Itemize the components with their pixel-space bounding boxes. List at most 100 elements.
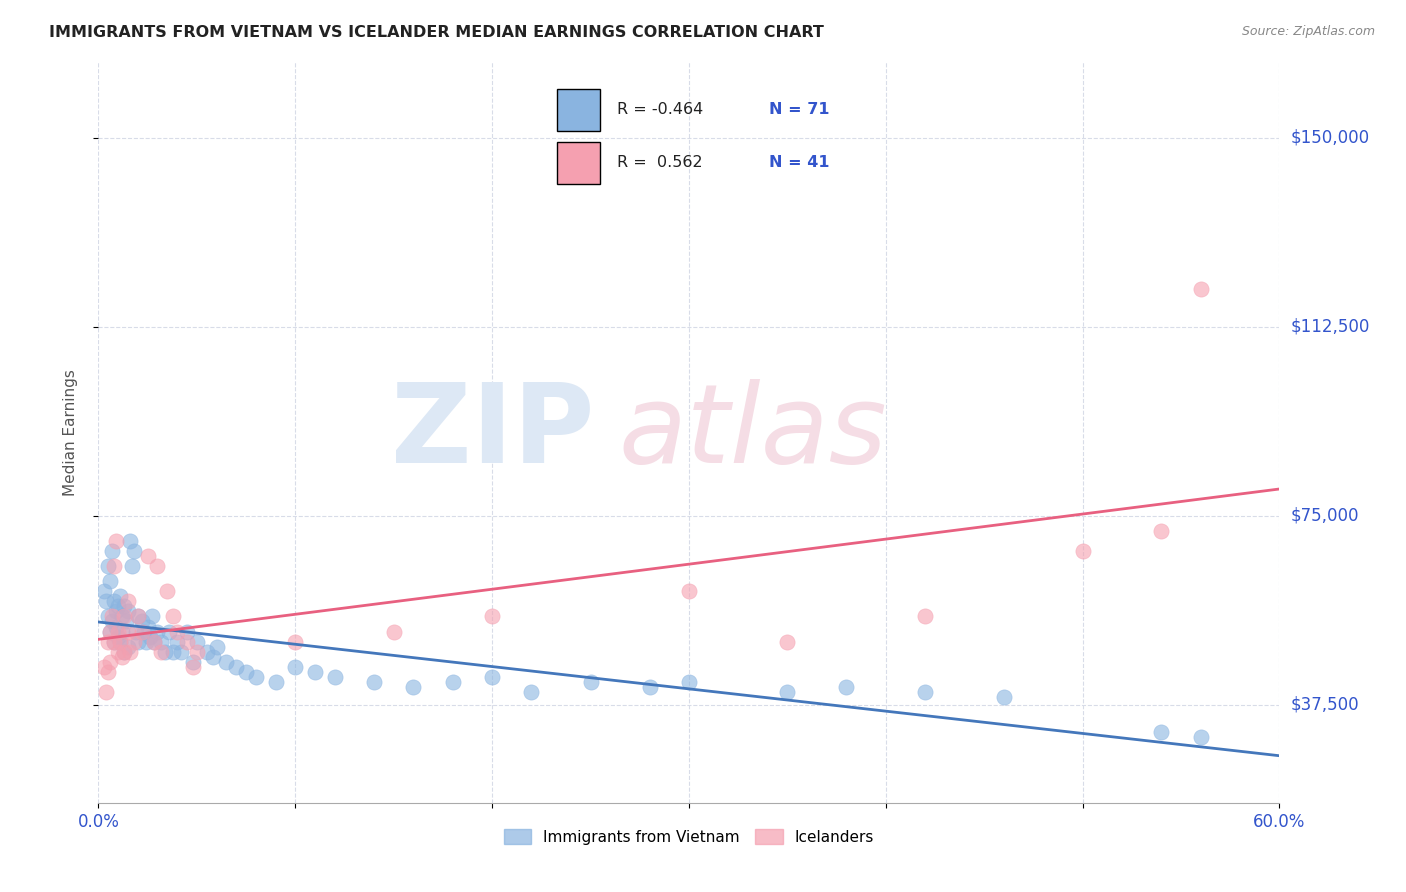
Point [176,624,198,639]
Point [914,609,936,624]
Point [363,674,385,689]
Point [1071,544,1094,558]
Point [141,609,163,624]
Text: $112,500: $112,500 [1291,318,1369,336]
Point [97,559,120,574]
Point [1150,725,1173,739]
Point [215,655,238,669]
Point [117,640,139,654]
Point [382,624,405,639]
Text: ZIP: ZIP [391,379,595,486]
Point [108,634,131,648]
Point [1189,282,1212,296]
Point [166,634,188,648]
Point [98,624,121,639]
Point [112,599,135,614]
Point [117,624,139,639]
Point [264,674,287,689]
Point [402,680,425,694]
Point [776,634,799,648]
Point [131,624,153,639]
Point [103,634,125,648]
Text: $150,000: $150,000 [1291,129,1369,147]
Point [195,645,218,659]
Point [107,599,129,614]
Point [118,645,141,659]
Point [776,685,799,699]
Point [108,590,131,604]
Point [678,674,700,689]
Legend: Immigrants from Vietnam, Icelanders: Immigrants from Vietnam, Icelanders [498,822,880,851]
Point [132,624,155,639]
Point [111,649,134,664]
Point [142,634,165,648]
Point [105,533,128,548]
Point [125,624,148,639]
Point [97,609,120,624]
Point [835,680,858,694]
Text: atlas: atlas [619,379,887,486]
Point [170,645,193,659]
Point [162,645,184,659]
Point [112,645,135,659]
Point [284,634,307,648]
Point [107,624,129,639]
Point [117,604,139,618]
Point [181,660,204,674]
Point [96,594,118,608]
Point [105,619,128,633]
Point [245,670,267,684]
Point [127,609,149,624]
Point [103,594,125,608]
Point [638,680,661,694]
Point [96,685,118,699]
Point [103,559,125,574]
Point [121,559,143,574]
Point [186,645,208,659]
Point [1150,524,1173,538]
Point [131,615,153,629]
Point [1189,731,1212,745]
Point [98,574,121,589]
Point [103,634,125,648]
Point [97,634,120,648]
Point [93,584,115,599]
Point [146,624,169,639]
Point [579,674,602,689]
Point [284,660,307,674]
Text: $75,000: $75,000 [1291,507,1360,524]
Point [162,609,184,624]
Point [111,609,134,624]
Point [97,665,120,679]
Point [138,630,160,644]
Text: IMMIGRANTS FROM VIETNAM VS ICELANDER MEDIAN EARNINGS CORRELATION CHART: IMMIGRANTS FROM VIETNAM VS ICELANDER MED… [49,25,824,40]
Point [235,665,257,679]
Point [112,645,135,659]
Point [156,584,179,599]
Point [127,634,149,648]
Point [166,624,188,639]
Point [108,634,131,648]
Text: Source: ZipAtlas.com: Source: ZipAtlas.com [1241,25,1375,38]
Text: $37,500: $37,500 [1291,696,1360,714]
Point [117,594,139,608]
Point [107,645,129,659]
Point [142,634,165,648]
Point [105,604,128,618]
Point [136,549,159,563]
Point [118,533,141,548]
Point [481,609,503,624]
Point [112,609,135,624]
Point [111,624,134,639]
Point [176,634,198,648]
Point [150,634,173,648]
Point [136,619,159,633]
Point [520,685,543,699]
Point [122,634,145,648]
Point [101,615,124,629]
Point [150,645,173,659]
Point [155,645,177,659]
Point [993,690,1015,704]
Point [101,609,124,624]
Point [127,609,149,624]
